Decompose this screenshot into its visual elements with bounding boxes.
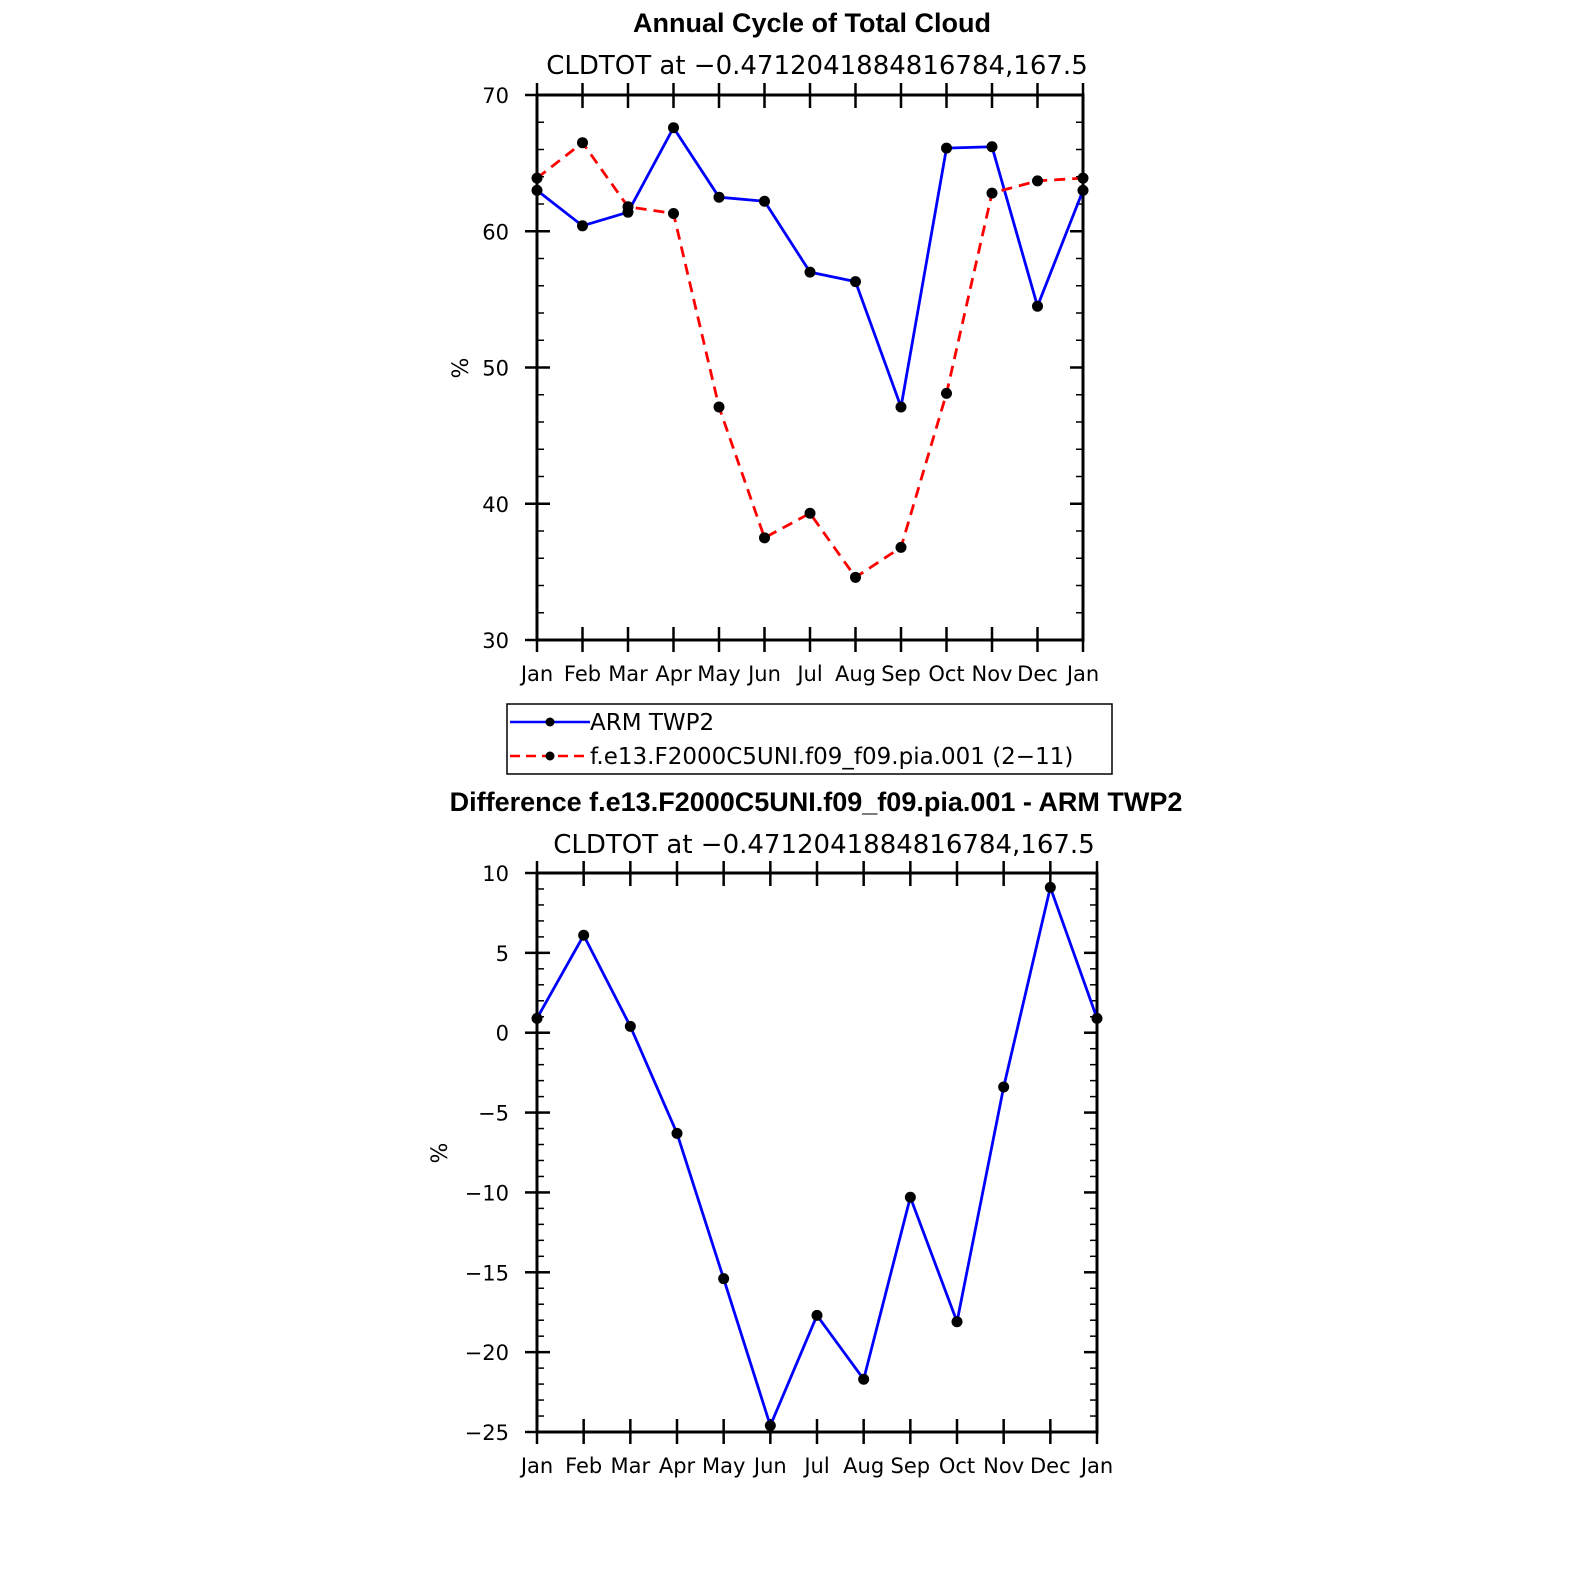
chart2-ytick-label: −20 (465, 1341, 509, 1365)
chart2-series-0-point (998, 1081, 1010, 1093)
chart1-xtick-label: Aug (835, 662, 876, 686)
chart1-series-1-point (804, 507, 816, 519)
chart2-xtick-label: Jan (519, 1454, 553, 1478)
chart1-xtick-label: Jan (1065, 662, 1099, 686)
chart1-series-0-point (986, 141, 998, 153)
chart2-xtick-label: Aug (843, 1454, 884, 1478)
chart2-series-0-point (764, 1420, 776, 1432)
chart2-series-0-point (671, 1127, 683, 1139)
chart1-xtick-label: Apr (655, 662, 692, 686)
legend-marker-arm (545, 717, 555, 727)
chart2-ytick-label: −5 (478, 1102, 509, 1126)
chart1-series-0-point (759, 195, 770, 207)
chart2-xtick-label: Jul (802, 1454, 829, 1478)
chart2-y-axis-label: % (428, 1143, 453, 1164)
chart2-xtick-label: May (702, 1454, 745, 1478)
chart1-axes: 30 40 50 60 70 Jan Feb Mar Apr May Jun Jul Aug Sep Oct… (482, 83, 1099, 686)
chart2-series-0-point (1091, 1012, 1103, 1024)
chart2-ytick-label: 5 (496, 942, 509, 966)
chart1-series-0-point (850, 276, 861, 288)
chart2-series-0-point (578, 929, 590, 941)
chart2-series-0-point (951, 1316, 963, 1328)
chart1-series-0-point (1032, 300, 1043, 312)
chart2-series-0-point (718, 1273, 730, 1285)
chart1-ytick-label: 30 (482, 629, 509, 653)
chart2-series-0-line (535, 885, 1099, 1428)
chart1-xtick-label: Jun (746, 662, 781, 686)
chart2-ytick-label: 0 (496, 1022, 509, 1046)
chart1-series-0-point (668, 122, 679, 134)
chart1-series-1-point (1032, 175, 1043, 187)
chart2-xtick-label: Jun (752, 1454, 787, 1478)
chart2-plot-frame (535, 871, 1099, 1434)
chart1-series-1-point (895, 541, 907, 553)
chart2-ytick-label: −10 (465, 1181, 509, 1205)
chart1-title: Annual Cycle of Total Cloud (633, 8, 991, 38)
chart1-subtitle: CLDTOT at −0.4712041884816784,167.5 (546, 51, 1088, 81)
chart1-series-1-point (941, 387, 952, 399)
chart1-ytick-label: 60 (482, 220, 509, 244)
chart2-series-0-point (858, 1373, 870, 1385)
chart1-series-0-point (895, 401, 907, 413)
chart1-ytick-label: 70 (482, 84, 509, 108)
legend-marker-model (545, 751, 555, 761)
chart1-series-0-point (1077, 184, 1089, 196)
chart2-ytick-label: 10 (482, 862, 509, 886)
chart1-series-0-point (713, 191, 725, 203)
legend-label-model: f.e13.F2000C5UNI.f09_f09.pia.001 (2−11) (590, 744, 1073, 770)
chart1-series-1-point (759, 532, 770, 544)
chart2-xtick-label: Dec (1030, 1454, 1071, 1478)
chart1-ytick-label: 50 (482, 357, 509, 381)
chart2-title: Difference f.e13.F2000C5UNI.f09_f09.pia.… (450, 787, 1183, 817)
chart1-xtick-label: Nov (972, 662, 1013, 686)
chart2-ytick-label: −25 (465, 1421, 509, 1445)
chart1-xtick-label: Mar (608, 662, 648, 686)
chart1-series-1-point (577, 137, 588, 149)
chart1-series-0-point (804, 266, 816, 278)
chart1-series-1-point (622, 201, 634, 213)
chart1-xtick-label: Oct (928, 662, 964, 686)
chart1-ytick-label: 40 (482, 493, 509, 517)
chart1-series-1-point (668, 208, 679, 220)
chart2-xtick-label: Feb (565, 1454, 602, 1478)
chart2-series-0-point (531, 1012, 543, 1024)
annual-cycle-chart: Annual Cycle of Total Cloud CLDTOT at −0… (449, 8, 1099, 686)
chart1-series-1-point (713, 401, 725, 413)
legend-box (506, 703, 1113, 775)
chart1-xtick-label: Dec (1017, 662, 1058, 686)
chart1-series-1-point (850, 571, 861, 583)
chart2-series (531, 881, 1103, 1432)
chart1-series-0-point (941, 142, 952, 154)
chart2-xtick-label: Apr (659, 1454, 696, 1478)
chart2-axes: −25 −20 −15 −10 −5 0 5 10 Jan Feb Mar Apr May Jun Jul A… (465, 861, 1113, 1478)
chart2-xtick-label: Nov (983, 1454, 1024, 1478)
difference-chart: Difference f.e13.F2000C5UNI.f09_f09.pia.… (428, 787, 1182, 1478)
chart1-legend: ARM TWP2 f.e13.F2000C5UNI.f09_f09.pia.00… (506, 703, 1113, 775)
chart1-xtick-label: Jan (519, 662, 553, 686)
chart1-y-axis-label: % (449, 358, 474, 379)
chart2-series-0-point (1044, 881, 1056, 893)
chart1-xtick-label: May (697, 662, 740, 686)
chart1-series-1-point (986, 187, 998, 199)
chart2-xtick-label: Sep (891, 1454, 931, 1478)
chart1-series-0-point (577, 220, 588, 232)
chart2-subtitle: CLDTOT at −0.4712041884816784,167.5 (553, 830, 1095, 860)
chart1-xtick-label: Feb (564, 662, 601, 686)
chart1-xtick-label: Sep (881, 662, 921, 686)
chart1-series-1-point (531, 172, 543, 184)
chart2-xtick-label: Oct (939, 1454, 975, 1478)
chart1-series (531, 122, 1089, 583)
chart1-series-0-point (531, 184, 543, 196)
chart2-series-0-point (904, 1191, 916, 1203)
chart2-xtick-label: Jan (1079, 1454, 1113, 1478)
chart2-series-0-point (624, 1020, 636, 1032)
chart2-xtick-label: Mar (611, 1454, 651, 1478)
chart1-series-1-point (1077, 172, 1089, 184)
chart1-xtick-label: Jul (795, 662, 822, 686)
chart2-series-0-point (811, 1309, 823, 1321)
chart2-ytick-label: −15 (465, 1261, 509, 1285)
legend-label-arm: ARM TWP2 (590, 710, 714, 736)
